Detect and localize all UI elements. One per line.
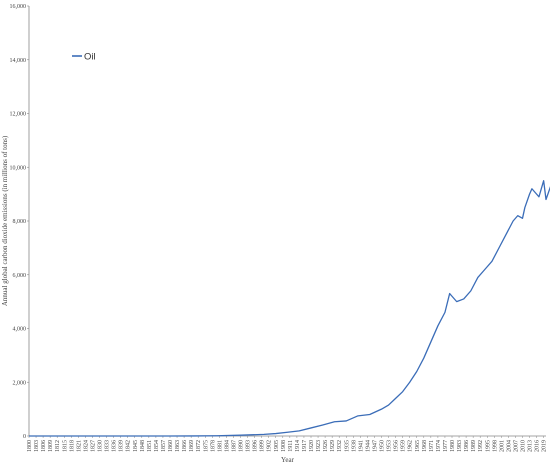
x-tick-label: 1980 (450, 440, 456, 452)
x-tick-label: 1830 (98, 440, 104, 452)
x-tick-label: 1947 (372, 440, 378, 452)
x-tick-label: 1941 (358, 440, 364, 452)
x-tick-label: 1986 (464, 440, 470, 452)
legend: Oil (72, 52, 96, 63)
x-tick-label: 1926 (323, 440, 329, 452)
y-tick-label: 0 (23, 434, 26, 440)
x-tick-label: 1932 (337, 440, 343, 452)
y-tick-label: 12,000 (10, 112, 27, 118)
x-tick-label: 1872 (196, 440, 202, 452)
series-line-oil (29, 180, 550, 437)
x-tick-label: 1821 (76, 440, 82, 452)
x-tick-label: 1893 (246, 440, 252, 452)
x-tick-label: 1836 (112, 440, 118, 452)
x-tick-label: 1803 (34, 440, 40, 452)
x-tick-label: 1989 (471, 440, 477, 452)
y-tick-label: 8,000 (13, 219, 27, 225)
x-tick-label: 1905 (274, 440, 280, 452)
y-tick-label: 4,000 (13, 327, 27, 333)
x-tick-label: 1839 (119, 440, 125, 452)
y-tick-label: 16,000 (10, 4, 27, 10)
x-tick-label: 1908 (281, 440, 287, 452)
axes: 0 2,000 4,000 6,000 8,000 10,000 12,000 14,000 1… (1, 4, 548, 464)
x-tick-label: 2019 (542, 440, 548, 452)
x-tick-label: 1920 (309, 440, 315, 452)
x-tick-label: 1806 (41, 440, 47, 452)
x-tick-label: 1851 (147, 440, 153, 452)
x-axis-title: Year (281, 456, 295, 464)
x-tick-label: 1827 (90, 440, 96, 452)
x-tick-label: 1962 (408, 440, 414, 452)
x-tick-label: 1857 (161, 440, 167, 452)
x-tick-label: 1950 (380, 440, 386, 452)
x-tick-label: 1848 (140, 440, 146, 452)
y-tick-label: 2,000 (13, 380, 27, 386)
x-tick-label: 1923 (316, 440, 322, 452)
x-tick-label: 1800 (27, 440, 33, 452)
plot-area (29, 180, 550, 437)
x-tick-label: 1884 (224, 440, 230, 452)
x-tick-label: 1824 (83, 440, 89, 452)
x-tick-label: 1959 (401, 440, 407, 452)
x-tick-label: 1965 (415, 440, 421, 452)
x-tick-label: 1995 (485, 440, 491, 452)
x-tick-label: 2016 (535, 440, 541, 452)
x-tick-label: 1971 (429, 440, 435, 452)
x-tick-label: 1869 (189, 440, 195, 452)
x-tick-label: 1953 (387, 440, 393, 452)
x-tick-label: 1983 (457, 440, 463, 452)
x-tick-label: 1860 (168, 440, 174, 452)
x-tick-label: 1968 (422, 440, 428, 452)
x-tick-label: 1866 (182, 440, 188, 452)
x-tick-label: 1917 (302, 440, 308, 452)
x-tick-label: 1875 (203, 440, 209, 452)
x-tick-label: 1938 (351, 440, 357, 452)
x-tick-label: 1974 (436, 440, 442, 452)
x-tick-label: 1899 (260, 440, 266, 452)
y-tick-label: 10,000 (10, 165, 27, 171)
x-tick-label: 1935 (344, 440, 350, 452)
x-tick-label: 1833 (105, 440, 111, 452)
x-tick-label: 1992 (478, 440, 484, 452)
x-tick-label: 1809 (48, 440, 54, 452)
x-tick-label: 1929 (330, 440, 336, 452)
x-tick-label: 1944 (365, 440, 371, 452)
x-tick-label: 2013 (528, 440, 534, 452)
x-tick-label: 2001 (499, 440, 505, 452)
x-tick-label: 2004 (506, 440, 512, 452)
x-tick-label: 1842 (126, 440, 132, 452)
x-tick-label: 1956 (394, 440, 400, 452)
x-tick-label: 1845 (133, 440, 139, 452)
x-tick-label: 1914 (295, 440, 301, 452)
y-tick-label: 6,000 (13, 273, 27, 279)
x-tick-label: 1854 (154, 440, 160, 452)
y-tick-label: 14,000 (10, 58, 27, 64)
x-tick-label: 1890 (239, 440, 245, 452)
legend-label-oil: Oil (84, 52, 96, 63)
x-tick-label: 2010 (521, 440, 527, 452)
x-tick-label: 1812 (55, 440, 61, 452)
x-tick-label: 1818 (69, 440, 75, 452)
x-tick-label: 1977 (443, 440, 449, 452)
x-tick-label: 1896 (253, 440, 259, 452)
x-tick-label: 1815 (62, 440, 68, 452)
y-axis-title: Annual global carbon dioxide emissions (… (1, 135, 9, 306)
x-tick-label: 1878 (210, 440, 216, 452)
x-tick-label: 1887 (231, 440, 237, 452)
x-tick-label: 1911 (288, 440, 294, 452)
x-tick-label: 1881 (217, 440, 223, 452)
x-tick-label: 1863 (175, 440, 181, 452)
x-tick-label: 1902 (267, 440, 273, 452)
x-tick-label: 1998 (492, 440, 498, 452)
x-tick-label: 2007 (513, 440, 519, 452)
